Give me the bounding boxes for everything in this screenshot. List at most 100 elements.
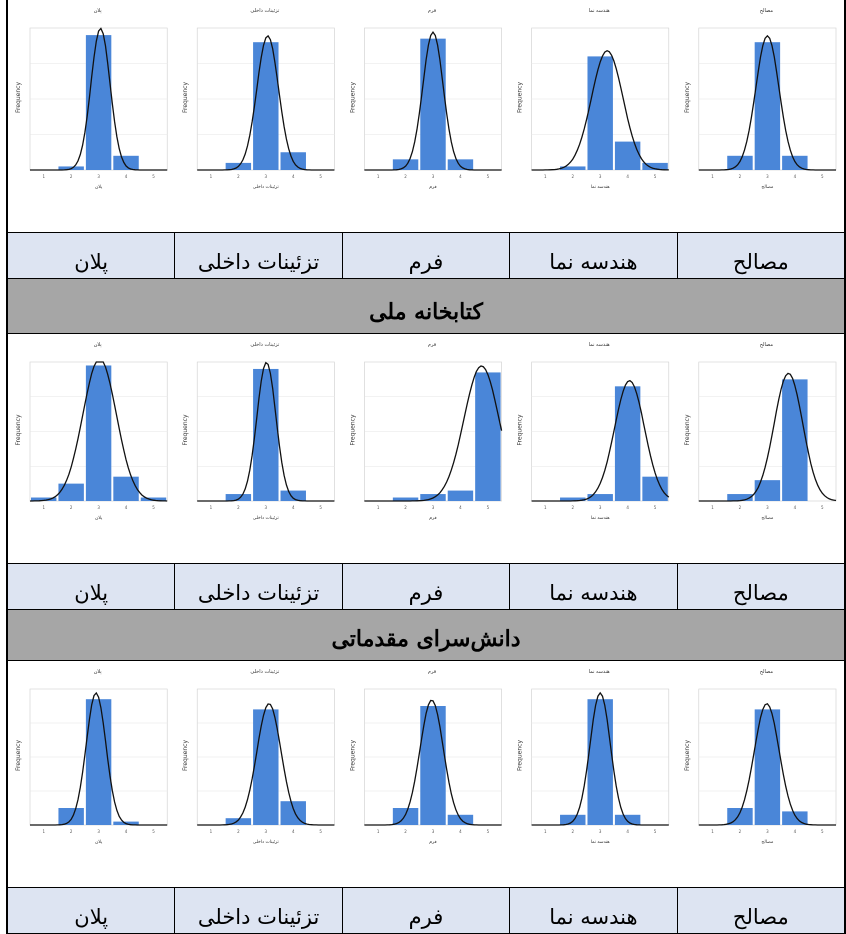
label-row: مصالح هندسه نما فرم تزئینات داخلی پلان <box>7 563 844 610</box>
histogram-row-svg: مصالح Frequency 1 2 3 4 5 مصالح هندسه نما Frequen… <box>15 669 837 845</box>
chart-title: تزئینات داخلی <box>250 342 280 348</box>
histogram-bar <box>420 38 446 171</box>
y-axis-label: Frequency <box>349 82 356 113</box>
x-tick-label: 2 <box>739 829 742 834</box>
histogram-row-svg: مصالح Frequency 1 2 3 4 5 مصالح هندسه نما Frequen… <box>15 8 837 190</box>
x-axis-label: تزئینات داخلی <box>253 516 280 521</box>
x-tick-label: 1 <box>42 505 45 510</box>
histogram-bar <box>642 162 668 170</box>
histogram-bar <box>782 379 808 501</box>
x-tick-label: 1 <box>377 505 380 510</box>
histogram-bar <box>614 814 641 825</box>
histogram-bar <box>113 476 139 501</box>
x-tick-label: 5 <box>319 174 322 179</box>
histogram-bar <box>85 35 112 170</box>
histogram-bar <box>614 141 641 170</box>
x-tick-label: 1 <box>210 829 213 834</box>
normal-curve <box>364 699 502 826</box>
y-axis-label: Frequency <box>182 740 189 771</box>
normal-curve <box>30 27 168 171</box>
x-tick-label: 2 <box>237 829 240 834</box>
histogram-bar <box>642 476 668 501</box>
histogram-bar <box>754 480 781 501</box>
histogram-bar <box>392 497 419 501</box>
histogram-bar <box>560 497 586 501</box>
histogram-row: مصالح Frequency 1 2 3 4 5 مصالح هندسه نما Frequen… <box>8 0 844 232</box>
histogram-bar <box>113 155 139 170</box>
x-tick-label: 3 <box>265 505 268 510</box>
x-tick-label: 5 <box>654 505 657 510</box>
x-tick-label: 4 <box>459 505 462 510</box>
normal-curve <box>364 365 503 502</box>
x-tick-label: 3 <box>599 829 602 834</box>
x-tick-label: 2 <box>571 505 574 510</box>
chart-title: فرم <box>428 669 437 675</box>
x-tick-label: 2 <box>404 829 407 834</box>
histogram-bar <box>85 699 112 825</box>
y-axis-label: Frequency <box>182 82 189 113</box>
x-tick-label: 3 <box>599 505 602 510</box>
x-tick-label: 1 <box>544 174 547 179</box>
normal-curve <box>197 361 335 502</box>
histogram-panel: فرم Frequency 1 2 3 4 5 فرم <box>349 669 502 845</box>
normal-curve <box>698 703 836 826</box>
chart-title: فرم <box>428 8 437 14</box>
histogram-row: مصالح Frequency 1 2 3 4 5 مصالح هندسه نما Frequen… <box>8 334 844 563</box>
label-row: مصالح هندسه نما فرم تزئینات داخلی پلان <box>7 232 844 279</box>
x-tick-label: 1 <box>210 174 213 179</box>
histogram-bar <box>782 155 808 170</box>
normal-curve <box>364 30 502 171</box>
histogram-bar <box>392 159 419 170</box>
chart-title: هندسه نما <box>589 8 610 14</box>
histogram-panel: تزئینات داخلی Frequency 1 2 3 4 5 تزئینات داخلی <box>182 342 335 521</box>
chart-title: مصالح <box>760 342 774 348</box>
x-tick-label: 1 <box>377 174 380 179</box>
normal-curve <box>698 372 837 502</box>
y-axis-label: Frequency <box>517 82 524 113</box>
x-tick-label: 5 <box>821 505 824 510</box>
x-tick-label: 2 <box>70 174 73 179</box>
histogram-bar <box>587 494 613 501</box>
chart-title: هندسه نما <box>589 669 610 675</box>
chart-title: هندسه نما <box>589 342 610 348</box>
label-cell-interior-decoration: تزئینات داخلی <box>174 888 342 933</box>
histogram-bar <box>727 494 753 501</box>
x-tick-label: 2 <box>70 505 73 510</box>
x-axis-label: هندسه نما <box>591 516 611 521</box>
x-tick-label: 4 <box>626 505 629 510</box>
x-tick-label: 2 <box>739 174 742 179</box>
chart-title: پلان <box>94 8 103 14</box>
x-tick-label: 3 <box>265 174 268 179</box>
chart-title: تزئینات داخلی <box>250 8 280 14</box>
section-title: دانش‌سرای مقدماتی <box>8 618 844 661</box>
histogram-bar <box>587 699 613 825</box>
histogram-panel: پلان Frequency 1 2 3 4 5 پلان <box>15 8 168 190</box>
x-tick-label: 5 <box>152 829 155 834</box>
x-tick-label: 4 <box>125 829 128 834</box>
x-tick-label: 5 <box>487 174 490 179</box>
histogram-panel: تزئینات داخلی Frequency 1 2 3 4 5 تزئینات داخلی <box>182 8 335 190</box>
y-axis-label: Frequency <box>684 740 691 771</box>
x-tick-label: 4 <box>794 829 797 834</box>
histogram-bar <box>253 709 279 825</box>
label-cell-facade-geometry: هندسه نما <box>509 233 677 278</box>
x-tick-label: 2 <box>70 829 73 834</box>
x-tick-label: 4 <box>292 505 295 510</box>
x-tick-label: 5 <box>821 174 824 179</box>
x-tick-label: 5 <box>654 829 657 834</box>
x-tick-label: 4 <box>794 174 797 179</box>
histogram-panel: مصالح Frequency 1 2 3 4 5 مصالح <box>684 8 837 190</box>
y-axis-label: Frequency <box>517 740 524 771</box>
x-tick-label: 3 <box>265 829 268 834</box>
x-tick-label: 3 <box>766 505 769 510</box>
normal-curve <box>531 691 669 826</box>
histogram-bar <box>587 56 613 170</box>
histogram-bar <box>475 372 501 501</box>
x-axis-label: پلان <box>95 516 103 521</box>
x-axis-label: فرم <box>429 516 436 521</box>
label-cell-form: فرم <box>341 564 510 609</box>
x-tick-label: 4 <box>626 174 629 179</box>
chart-title: پلان <box>94 342 103 348</box>
histogram-bar <box>253 368 279 501</box>
x-tick-label: 1 <box>42 174 45 179</box>
